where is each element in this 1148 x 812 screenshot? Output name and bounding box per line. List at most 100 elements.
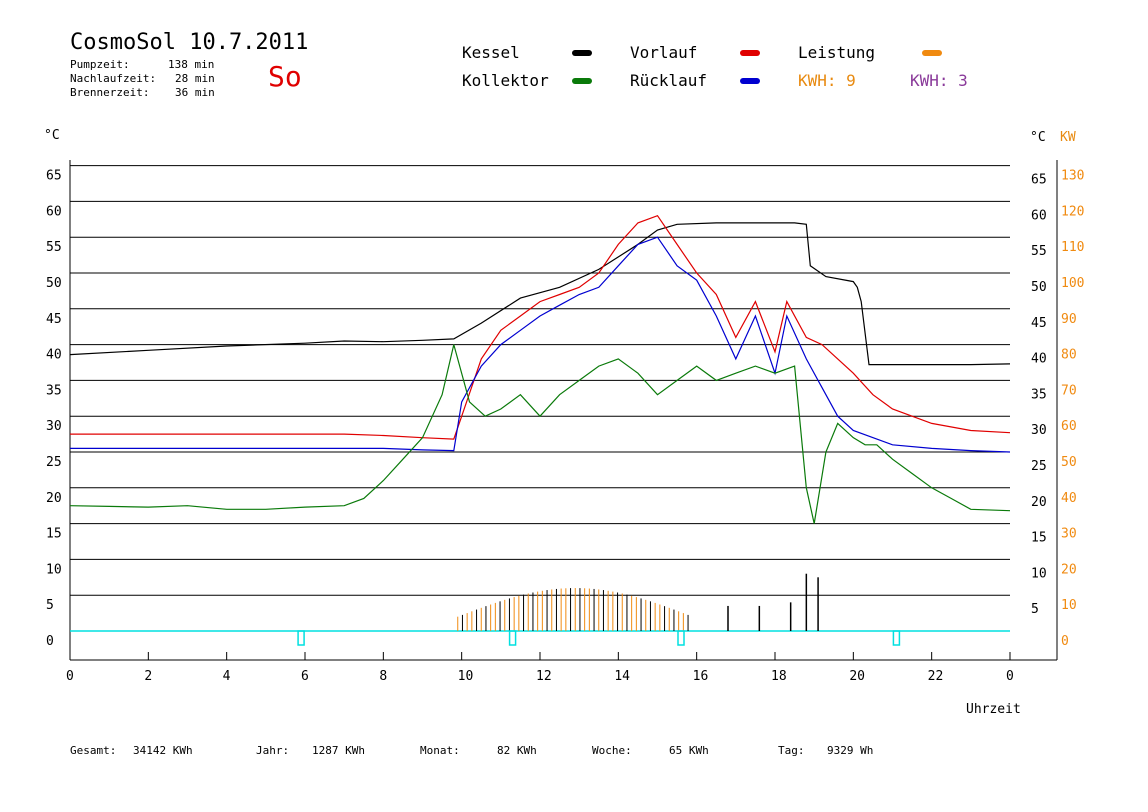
left-tick-label: 0: [46, 634, 54, 649]
right-tick-label: 25: [1031, 459, 1047, 474]
right-tick-label: 20: [1031, 495, 1047, 510]
right-kw-tick-label: 80: [1061, 348, 1077, 363]
stat-brennerzeit-label: Brennerzeit:: [70, 86, 150, 99]
baseline-marker: [892, 630, 901, 646]
tick-labels: 0 2 4 6 8 10 12 14 16 18 20 22 005101520253035404550…: [46, 169, 1084, 684]
legend-ruecklauf-label: Rücklauf: [630, 71, 708, 90]
series-line-vorlauf: [70, 214, 1011, 440]
right-kw-tick-label: 70: [1061, 383, 1077, 398]
right-tick-label: 10: [1031, 566, 1047, 581]
left-tick-label: 10: [46, 562, 62, 577]
x-tick-label: 16: [693, 669, 709, 684]
legend-vorlauf-label: Vorlauf: [630, 43, 698, 62]
x-tick-label: 22: [928, 669, 944, 684]
legend-leistung-label: Leistung: [798, 43, 876, 62]
right-kw-tick-label: 10: [1061, 598, 1077, 613]
right-tick-label: 55: [1031, 244, 1047, 259]
left-tick-label: 60: [46, 204, 62, 219]
axes-frame: [69, 160, 1058, 661]
left-axis-unit: °C: [44, 128, 60, 143]
right-kw-tick-label: 40: [1061, 491, 1077, 506]
left-tick-label: 40: [46, 348, 62, 363]
x-tick-label: 4: [223, 669, 231, 684]
stat-pumpzeit-value: 138 min: [168, 58, 215, 71]
left-tick-label: 55: [46, 240, 62, 255]
left-tick-label: 50: [46, 276, 62, 291]
series-lines: [69, 214, 1011, 524]
right-tick-label: 50: [1031, 280, 1047, 295]
baseline-marker: [297, 630, 305, 646]
right-tick-label: 5: [1031, 602, 1039, 617]
series-line-kessel: [69, 222, 1011, 366]
left-tick-label: 30: [46, 419, 62, 434]
legend-kessel-label: Kessel: [462, 43, 520, 62]
footer-jahr-value: 1287 KWh: [312, 744, 365, 757]
legend-kwh-orange: KWH: 9: [798, 71, 856, 90]
legend-ruecklauf-swatch: [740, 78, 760, 84]
x-tick-label: 20: [849, 669, 865, 684]
right-axis-unit-kw: KW: [1060, 130, 1076, 145]
footer-gesamt-value: 34142 KWh: [133, 744, 193, 757]
footer-monat-value: 82 KWh: [497, 744, 537, 757]
footer-monat-label: Monat:: [420, 744, 460, 757]
baseline-marker: [677, 630, 685, 646]
legend-kessel-swatch: [572, 50, 592, 56]
x-tick-label: 0: [66, 669, 74, 684]
footer-woche-value: 65 KWh: [669, 744, 709, 757]
right-kw-tick-label: 60: [1061, 419, 1077, 434]
right-tick-label: 15: [1031, 531, 1047, 546]
left-tick-label: 45: [46, 312, 62, 327]
chart-title: CosmoSol 10.7.2011: [70, 30, 309, 55]
series-line-kollektor: [69, 344, 1011, 524]
right-tick-label: 65: [1031, 173, 1047, 188]
right-tick-label: 60: [1031, 208, 1047, 223]
footer-tag-value: 9329 Wh: [827, 744, 874, 757]
right-axis-unit: °C: [1030, 130, 1046, 145]
baseline-marker: [508, 630, 517, 646]
right-kw-tick-label: 50: [1061, 455, 1077, 470]
x-tick-label: 2: [144, 669, 152, 684]
gridlines: [70, 165, 1010, 596]
footer-gesamt-label: Gesamt:: [70, 744, 117, 757]
stat-nachlaufzeit-value: 28 min: [175, 72, 215, 85]
right-kw-tick-label: 0: [1061, 634, 1069, 649]
stat-nachlaufzeit-label: Nachlaufzeit:: [70, 72, 157, 85]
baseline-markers: [297, 630, 901, 646]
right-tick-label: 40: [1031, 352, 1047, 367]
x-tick-label: 0: [1006, 669, 1014, 684]
right-kw-tick-label: 90: [1061, 312, 1077, 327]
power-spikes: [457, 573, 819, 631]
x-tick-label: 14: [614, 669, 630, 684]
legend-leistung-swatch: [922, 50, 942, 56]
legend-kwh-purple: KWH: 3: [910, 71, 968, 90]
x-axis-label: Uhrzeit: [966, 702, 1021, 717]
x-tick-label: 6: [301, 669, 309, 684]
stat-pumpzeit-label: Pumpzeit:: [70, 58, 130, 71]
left-tick-label: 15: [46, 527, 62, 542]
left-tick-label: 20: [46, 491, 62, 506]
x-tick-label: 10: [458, 669, 474, 684]
footer-woche-label: Woche:: [592, 744, 632, 757]
x-tick-label: 8: [379, 669, 387, 684]
stat-brennerzeit-value: 36 min: [175, 86, 215, 99]
footer-jahr-label: Jahr:: [256, 744, 290, 757]
legend-kollektor-swatch: [572, 78, 592, 84]
right-kw-tick-label: 110: [1061, 240, 1084, 255]
right-kw-tick-label: 30: [1061, 527, 1077, 542]
right-kw-tick-label: 20: [1061, 562, 1077, 577]
legend-vorlauf-swatch: [740, 50, 760, 56]
legend-kollektor-label: Kollektor: [462, 71, 549, 90]
right-tick-label: 30: [1031, 423, 1047, 438]
right-kw-tick-label: 100: [1061, 276, 1084, 291]
right-kw-tick-label: 120: [1061, 204, 1084, 219]
left-tick-label: 25: [46, 455, 62, 470]
x-tick-label: 12: [536, 669, 552, 684]
footer-tag-label: Tag:: [778, 744, 805, 757]
x-tick-label: 18: [771, 669, 787, 684]
right-kw-tick-label: 130: [1061, 169, 1084, 184]
right-tick-label: 45: [1031, 316, 1047, 331]
series-line-rücklauf: [70, 236, 1011, 453]
right-tick-label: 35: [1031, 387, 1047, 402]
left-tick-label: 5: [46, 598, 54, 613]
